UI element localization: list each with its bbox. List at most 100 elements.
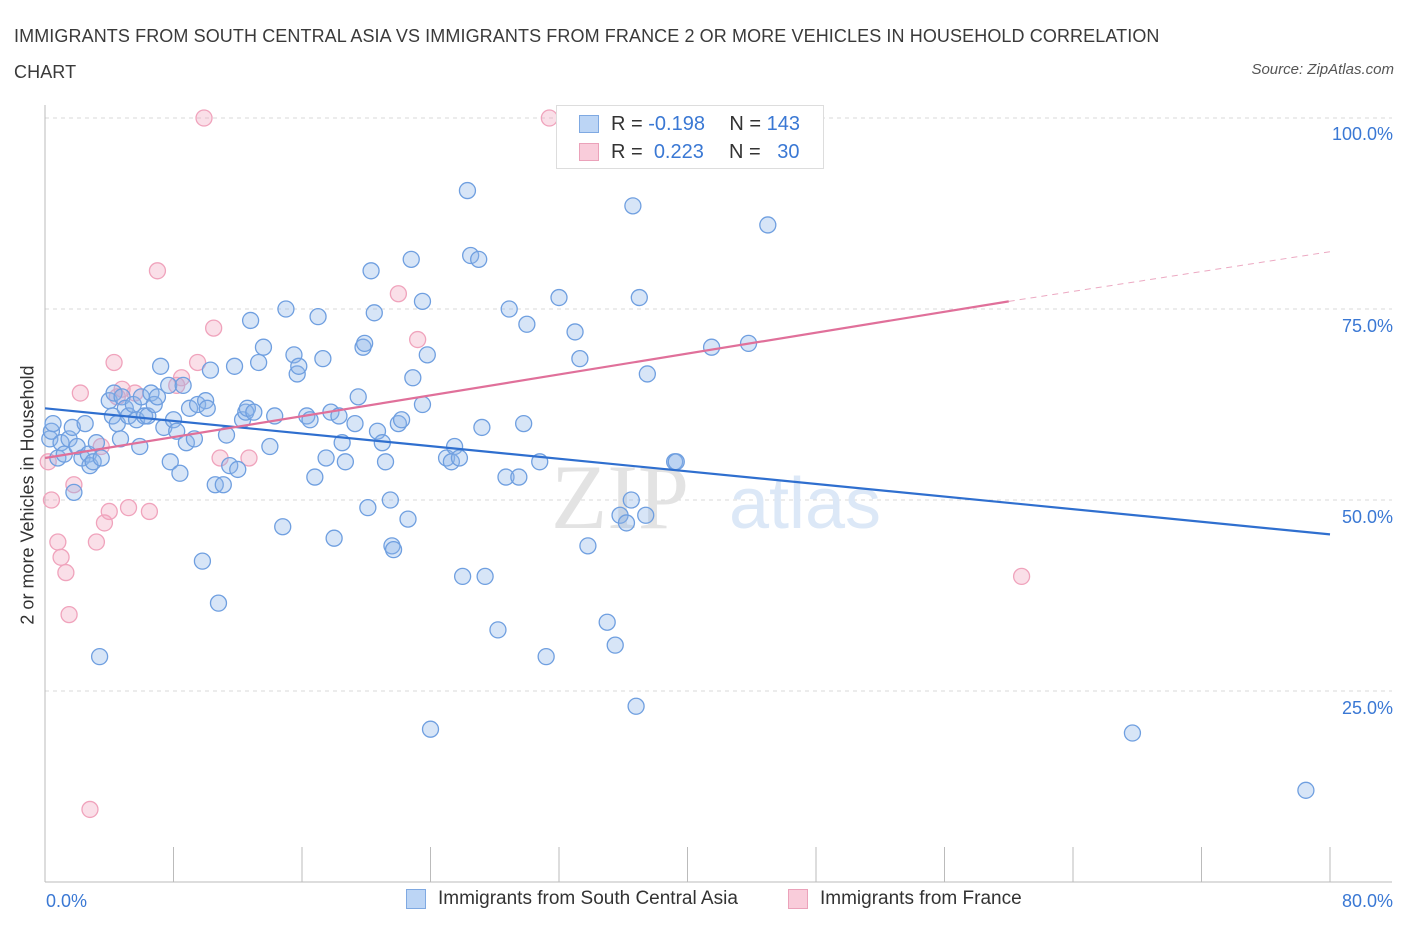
n-value: 143: [766, 112, 800, 135]
france-point: [52, 548, 70, 566]
france-point: [105, 353, 123, 372]
legend-swatch-pink: [788, 889, 808, 909]
chart-title: IMMIGRANTS FROM SOUTH CENTRAL ASIA VS IM…: [14, 26, 1160, 82]
legend-swatch-blue: [406, 889, 426, 909]
south-central-asia-point: [630, 288, 648, 307]
trend-lines: [44, 251, 1331, 536]
south-central-asia-point: [225, 357, 244, 375]
south-central-asia-point: [277, 300, 295, 318]
south-central-asia-point: [458, 181, 477, 200]
south-central-asia-point: [362, 262, 380, 280]
south-central-asia-point: [261, 437, 279, 456]
south-central-asia-point: [84, 453, 102, 471]
south-central-asia-point: [571, 350, 589, 368]
south-central-asia-point: [127, 411, 146, 429]
south-central-asia-point: [274, 518, 292, 536]
legend-item-france: Immigrants from France: [788, 888, 1022, 910]
south-central-asia-point: [617, 514, 636, 532]
south-central-asia-point: [637, 506, 655, 524]
watermark: ZIP atlas: [551, 446, 881, 548]
n-value: 30: [777, 140, 800, 163]
south-central-asia-point: [667, 453, 685, 471]
south-central-asia-point: [171, 464, 189, 482]
stats-legend: R = -0.198 N = 143 R = 0.223 N = 30: [556, 105, 824, 169]
south-central-asia-point: [550, 288, 568, 307]
south-central-asia-point: [497, 468, 515, 486]
south-central-asia-point: [221, 456, 239, 475]
south-central-asia-point: [759, 216, 777, 234]
france-point: [408, 330, 427, 349]
south-central-asia-point: [245, 403, 263, 421]
south-central-asia-point: [566, 323, 584, 341]
south-central-asia-point: [399, 510, 417, 528]
south-central-asia-point: [518, 315, 536, 333]
r-label: R =: [611, 112, 643, 135]
south-central-asia-point: [453, 567, 472, 586]
south-central-asia-point: [76, 414, 94, 433]
south-central-asia-point: [489, 621, 507, 639]
south-central-asia-point: [638, 365, 656, 383]
france-point: [71, 384, 89, 402]
south-central-asia-point: [598, 613, 616, 631]
south-central-asia-point: [65, 483, 83, 502]
legend-label: Immigrants from South Central Asia: [438, 888, 738, 909]
n-label: N =: [728, 140, 761, 163]
south-central-asia-point: [92, 449, 110, 467]
south-central-asia-point: [325, 529, 343, 547]
south-central-asia-point: [229, 460, 247, 479]
south-central-asia-point: [515, 414, 533, 433]
south-central-asia-point: [90, 647, 109, 666]
x-tick-label-min: 0.0%: [46, 891, 88, 911]
trend-line-france: [44, 300, 1009, 460]
south-central-asia-point: [241, 311, 260, 330]
south-central-asia-point: [476, 567, 494, 586]
south-central-asia-point: [413, 292, 432, 311]
south-central-asia-point: [450, 449, 469, 467]
south-central-asia-point: [392, 411, 411, 429]
south-central-asia-point: [402, 250, 420, 268]
south-central-asia-point: [500, 300, 518, 318]
south-central-asia-point: [404, 369, 422, 387]
stats-row-south-central-asia: R = -0.198 N = 143: [579, 111, 800, 137]
france-point: [240, 449, 258, 467]
france-point: [57, 563, 75, 582]
south-central-asia-point: [627, 697, 645, 715]
trend-line-france-extension: [1008, 251, 1331, 302]
south-central-asia-point: [105, 384, 123, 402]
y-tick-label-100: 100.0%: [1331, 124, 1393, 144]
south-central-asia-point: [579, 537, 597, 555]
france-point: [81, 800, 99, 819]
france-point: [205, 319, 223, 337]
south-central-asia-point: [355, 334, 374, 353]
south-central-asia-point: [309, 307, 327, 326]
n-label: N =: [729, 112, 762, 135]
south-central-asia-point: [462, 246, 480, 265]
south-central-asia-point: [622, 491, 640, 509]
france-point: [540, 109, 559, 127]
y-tick-label-75: 75.0%: [1341, 316, 1393, 336]
france-point: [140, 502, 159, 521]
series-france-points: [39, 109, 1031, 819]
y-tick-label-25: 25.0%: [1341, 698, 1393, 718]
south-central-asia-point: [148, 388, 167, 406]
france-point: [1012, 567, 1031, 586]
france-point: [188, 353, 207, 372]
south-central-asia-point: [606, 636, 624, 654]
south-central-asia-point: [188, 395, 207, 414]
legend-swatch-blue: [579, 115, 599, 133]
south-central-asia-point: [201, 361, 220, 379]
trend-line-south-central-asia: [44, 407, 1331, 536]
south-central-asia-point: [151, 357, 170, 375]
south-central-asia-point: [44, 414, 62, 433]
south-central-asia-point: [336, 453, 355, 471]
south-central-asia-point: [537, 647, 555, 666]
south-central-asia-point: [161, 453, 179, 471]
south-central-asia-point: [1297, 781, 1315, 799]
south-central-asia-point: [421, 720, 440, 738]
south-central-asia-point: [290, 357, 308, 375]
stats-row-france: R = 0.223 N = 30: [579, 139, 800, 165]
south-central-asia-point: [702, 338, 721, 356]
series-south-central-asia-points: [41, 181, 1315, 799]
watermark-zip: ZIP: [551, 446, 689, 548]
legend-item-south-central-asia: Immigrants from South Central Asia: [406, 888, 738, 910]
